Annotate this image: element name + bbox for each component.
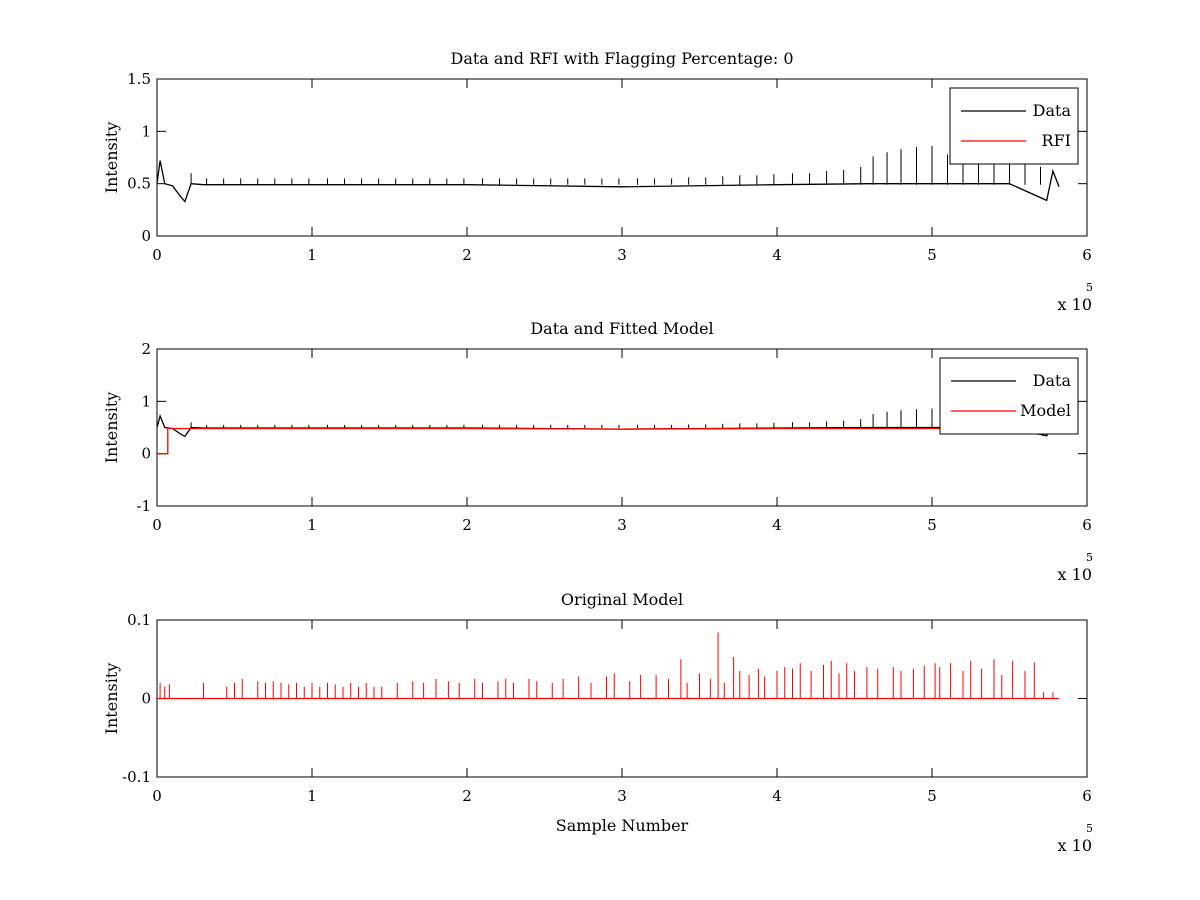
legend-label: Model <box>1020 401 1071 420</box>
series-model <box>157 632 1060 700</box>
x-tick-label: 0 <box>152 246 162 264</box>
x-multiplier: x 10 <box>1058 836 1092 855</box>
x-axis-label: Sample Number <box>556 816 689 835</box>
y-tick-label: 1 <box>141 122 151 140</box>
x-tick-label: 2 <box>462 787 472 805</box>
legend-label: Data <box>1033 371 1072 390</box>
x-tick-label: 6 <box>1082 246 1092 264</box>
y-tick-label: 0.5 <box>127 175 151 193</box>
x-tick-label: 2 <box>462 246 472 264</box>
y-axis-label: Intensity <box>102 122 121 194</box>
y-tick-label: 0 <box>141 445 151 463</box>
y-tick-label: 2 <box>141 340 151 358</box>
legend-box <box>949 87 1079 165</box>
x-tick-label: 5 <box>927 246 937 264</box>
y-tick-label: 1 <box>141 392 151 410</box>
subplot-1: 0 1 2 3 4 5 6 0 0.5 1 1.5 Data and RFI with Flaggin… <box>102 49 1093 314</box>
x-tick-label: 3 <box>617 516 627 534</box>
series-data <box>157 145 1060 203</box>
plot-area <box>157 632 1060 700</box>
x-tick-label: 1 <box>307 787 317 805</box>
x-tick-label: 4 <box>772 787 782 805</box>
chart-title: Original Model <box>561 590 683 609</box>
y-tick-label: 0 <box>141 690 151 708</box>
series-model <box>157 427 1060 455</box>
x-multiplier-exponent: 5 <box>1086 551 1093 564</box>
y-tick-label: -0.1 <box>122 768 151 786</box>
chart-title: Data and RFI with Flagging Percentage: 0 <box>450 49 793 68</box>
y-tick-label: 1.5 <box>127 70 151 88</box>
x-multiplier-exponent: 5 <box>1086 281 1093 294</box>
x-tick-label: 1 <box>307 246 317 264</box>
x-tick-label: 0 <box>152 787 162 805</box>
x-tick-label: 5 <box>927 516 937 534</box>
x-tick-label: 2 <box>462 516 472 534</box>
y-tick-label: 0 <box>141 227 151 245</box>
x-tick-label: 4 <box>772 516 782 534</box>
legend-label: RFI <box>1042 131 1071 150</box>
x-tick-label: 0 <box>152 516 162 534</box>
legend: Data RFI <box>949 87 1079 165</box>
legend: Data Model <box>939 357 1079 435</box>
y-tick-label: 0.1 <box>127 611 151 629</box>
x-tick-label: 6 <box>1082 787 1092 805</box>
x-tick-label: 1 <box>307 516 317 534</box>
series-line <box>157 427 1060 455</box>
y-tick-label: -1 <box>136 497 151 515</box>
x-multiplier: x 10 <box>1058 295 1092 314</box>
legend-label: Data <box>1033 101 1072 120</box>
x-tick-label: 5 <box>927 787 937 805</box>
plot-area <box>157 145 1060 203</box>
chart-title: Data and Fitted Model <box>530 319 713 338</box>
x-multiplier: x 10 <box>1058 565 1092 584</box>
x-tick-label: 6 <box>1082 516 1092 534</box>
x-tick-label: 3 <box>617 246 627 264</box>
series-line <box>157 160 1060 203</box>
x-multiplier-exponent: 5 <box>1086 822 1093 835</box>
x-tick-label: 3 <box>617 787 627 805</box>
x-tick-label: 4 <box>772 246 782 264</box>
legend-box <box>939 357 1079 435</box>
y-axis-label: Intensity <box>102 392 121 464</box>
y-axis-label: Intensity <box>102 663 121 735</box>
